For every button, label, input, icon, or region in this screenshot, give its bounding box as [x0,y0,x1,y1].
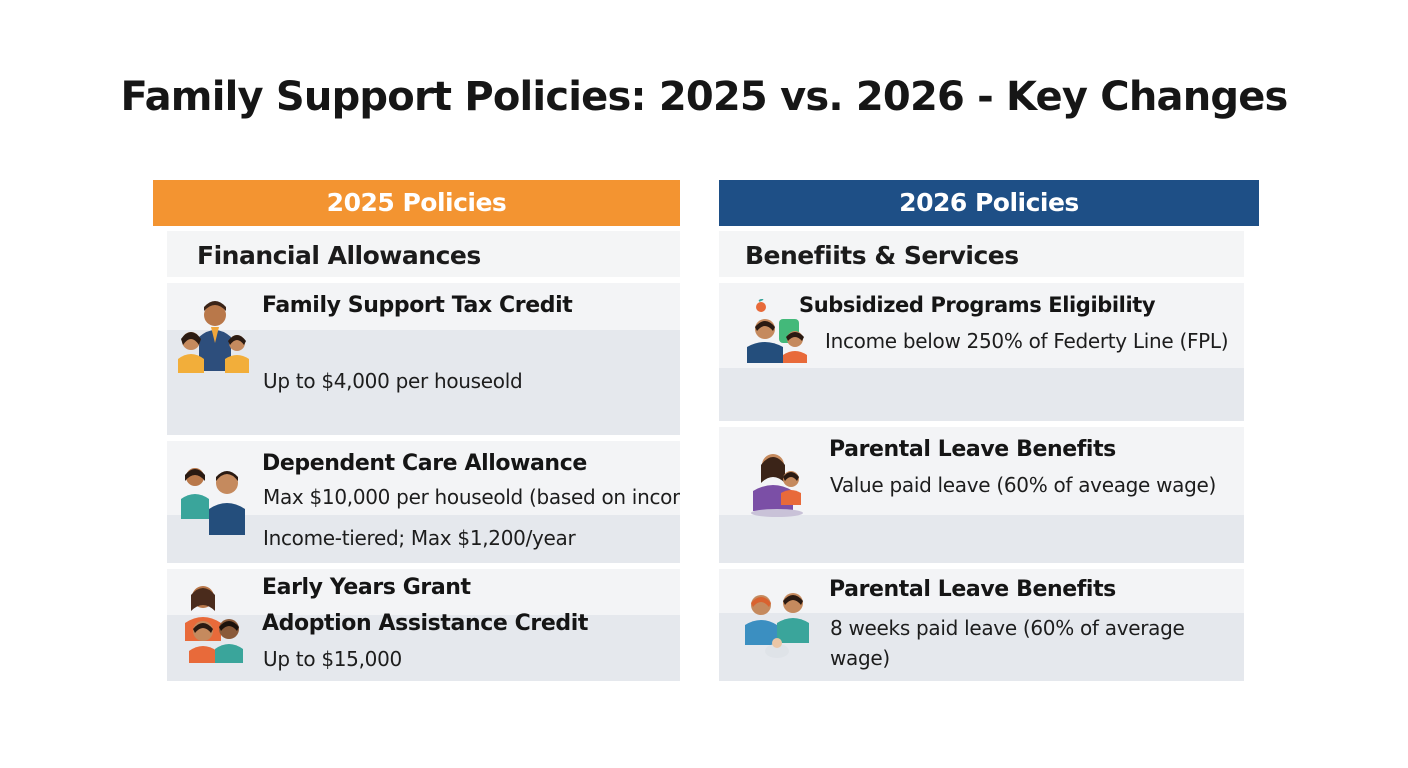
section-title-financial: Financial Allowances [197,241,481,270]
policy-title-secondary: Adoption Assistance Credit [262,611,588,636]
policy-card-tax-credit: Family Support Tax Credit Up to $4,000 p… [167,283,680,435]
column-header-2026: 2026 Policies [719,180,1259,226]
policy-title: Parental Leave Benefits [829,577,1116,602]
family-group-icon [185,586,243,663]
section-title-benefits: Benefiits & Services [745,241,1019,270]
policy-detail: Up to $4,000 per houseold [263,369,523,393]
policy-detail: Max $10,000 per houseold (based on incom… [263,485,680,509]
column-header-2025: 2025 Policies [153,180,680,226]
policy-card-subsidized: Subsidized Programs Eligibility Income b… [719,283,1244,421]
column-2026: 2026 Policies [719,180,1259,226]
section-bar-financial: Financial Allowances [167,231,680,277]
policy-title: Early Years Grant [262,575,471,600]
parent-child-icon [181,468,245,535]
parents-baby-icon [745,593,809,658]
policy-detail: Income-tiered; Max $1,200/year [263,526,576,550]
policy-title: Subsidized Programs Eligibility [799,293,1156,317]
mother-child-icon [751,454,803,517]
policy-card-dependent-care: Dependent Care Allowance Max $10,000 per… [167,441,680,563]
page-title: Family Support Policies: 2025 vs. 2026 -… [120,74,1288,120]
policy-detail: Income below 250% of Federty Line (FPL) [825,329,1229,353]
family-money-icon [747,299,807,363]
family-three-icon [178,301,249,373]
policy-title: Family Support Tax Credit [262,293,573,318]
policy-detail: 8 weeks paid leave (60% of average wage) [830,616,1185,670]
section-bar-benefits: Benefiits & Services [719,231,1244,277]
policy-title: Dependent Care Allowance [262,451,587,476]
policy-detail: Value paid leave (60% of aveage wage) [830,473,1217,497]
policy-card-parental-leave-2: Parental Leave Benefits 8 weeks paid lea… [719,569,1244,681]
column-2025: 2025 Policies [153,180,680,226]
policy-detail: Up to $15,000 [263,647,402,671]
policy-card-parental-leave-1: Parental Leave Benefits Value paid leave… [719,427,1244,563]
policy-title: Parental Leave Benefits [829,437,1116,462]
policy-card-early-years: Early Years Grant Adoption Assistance Cr… [167,569,680,681]
